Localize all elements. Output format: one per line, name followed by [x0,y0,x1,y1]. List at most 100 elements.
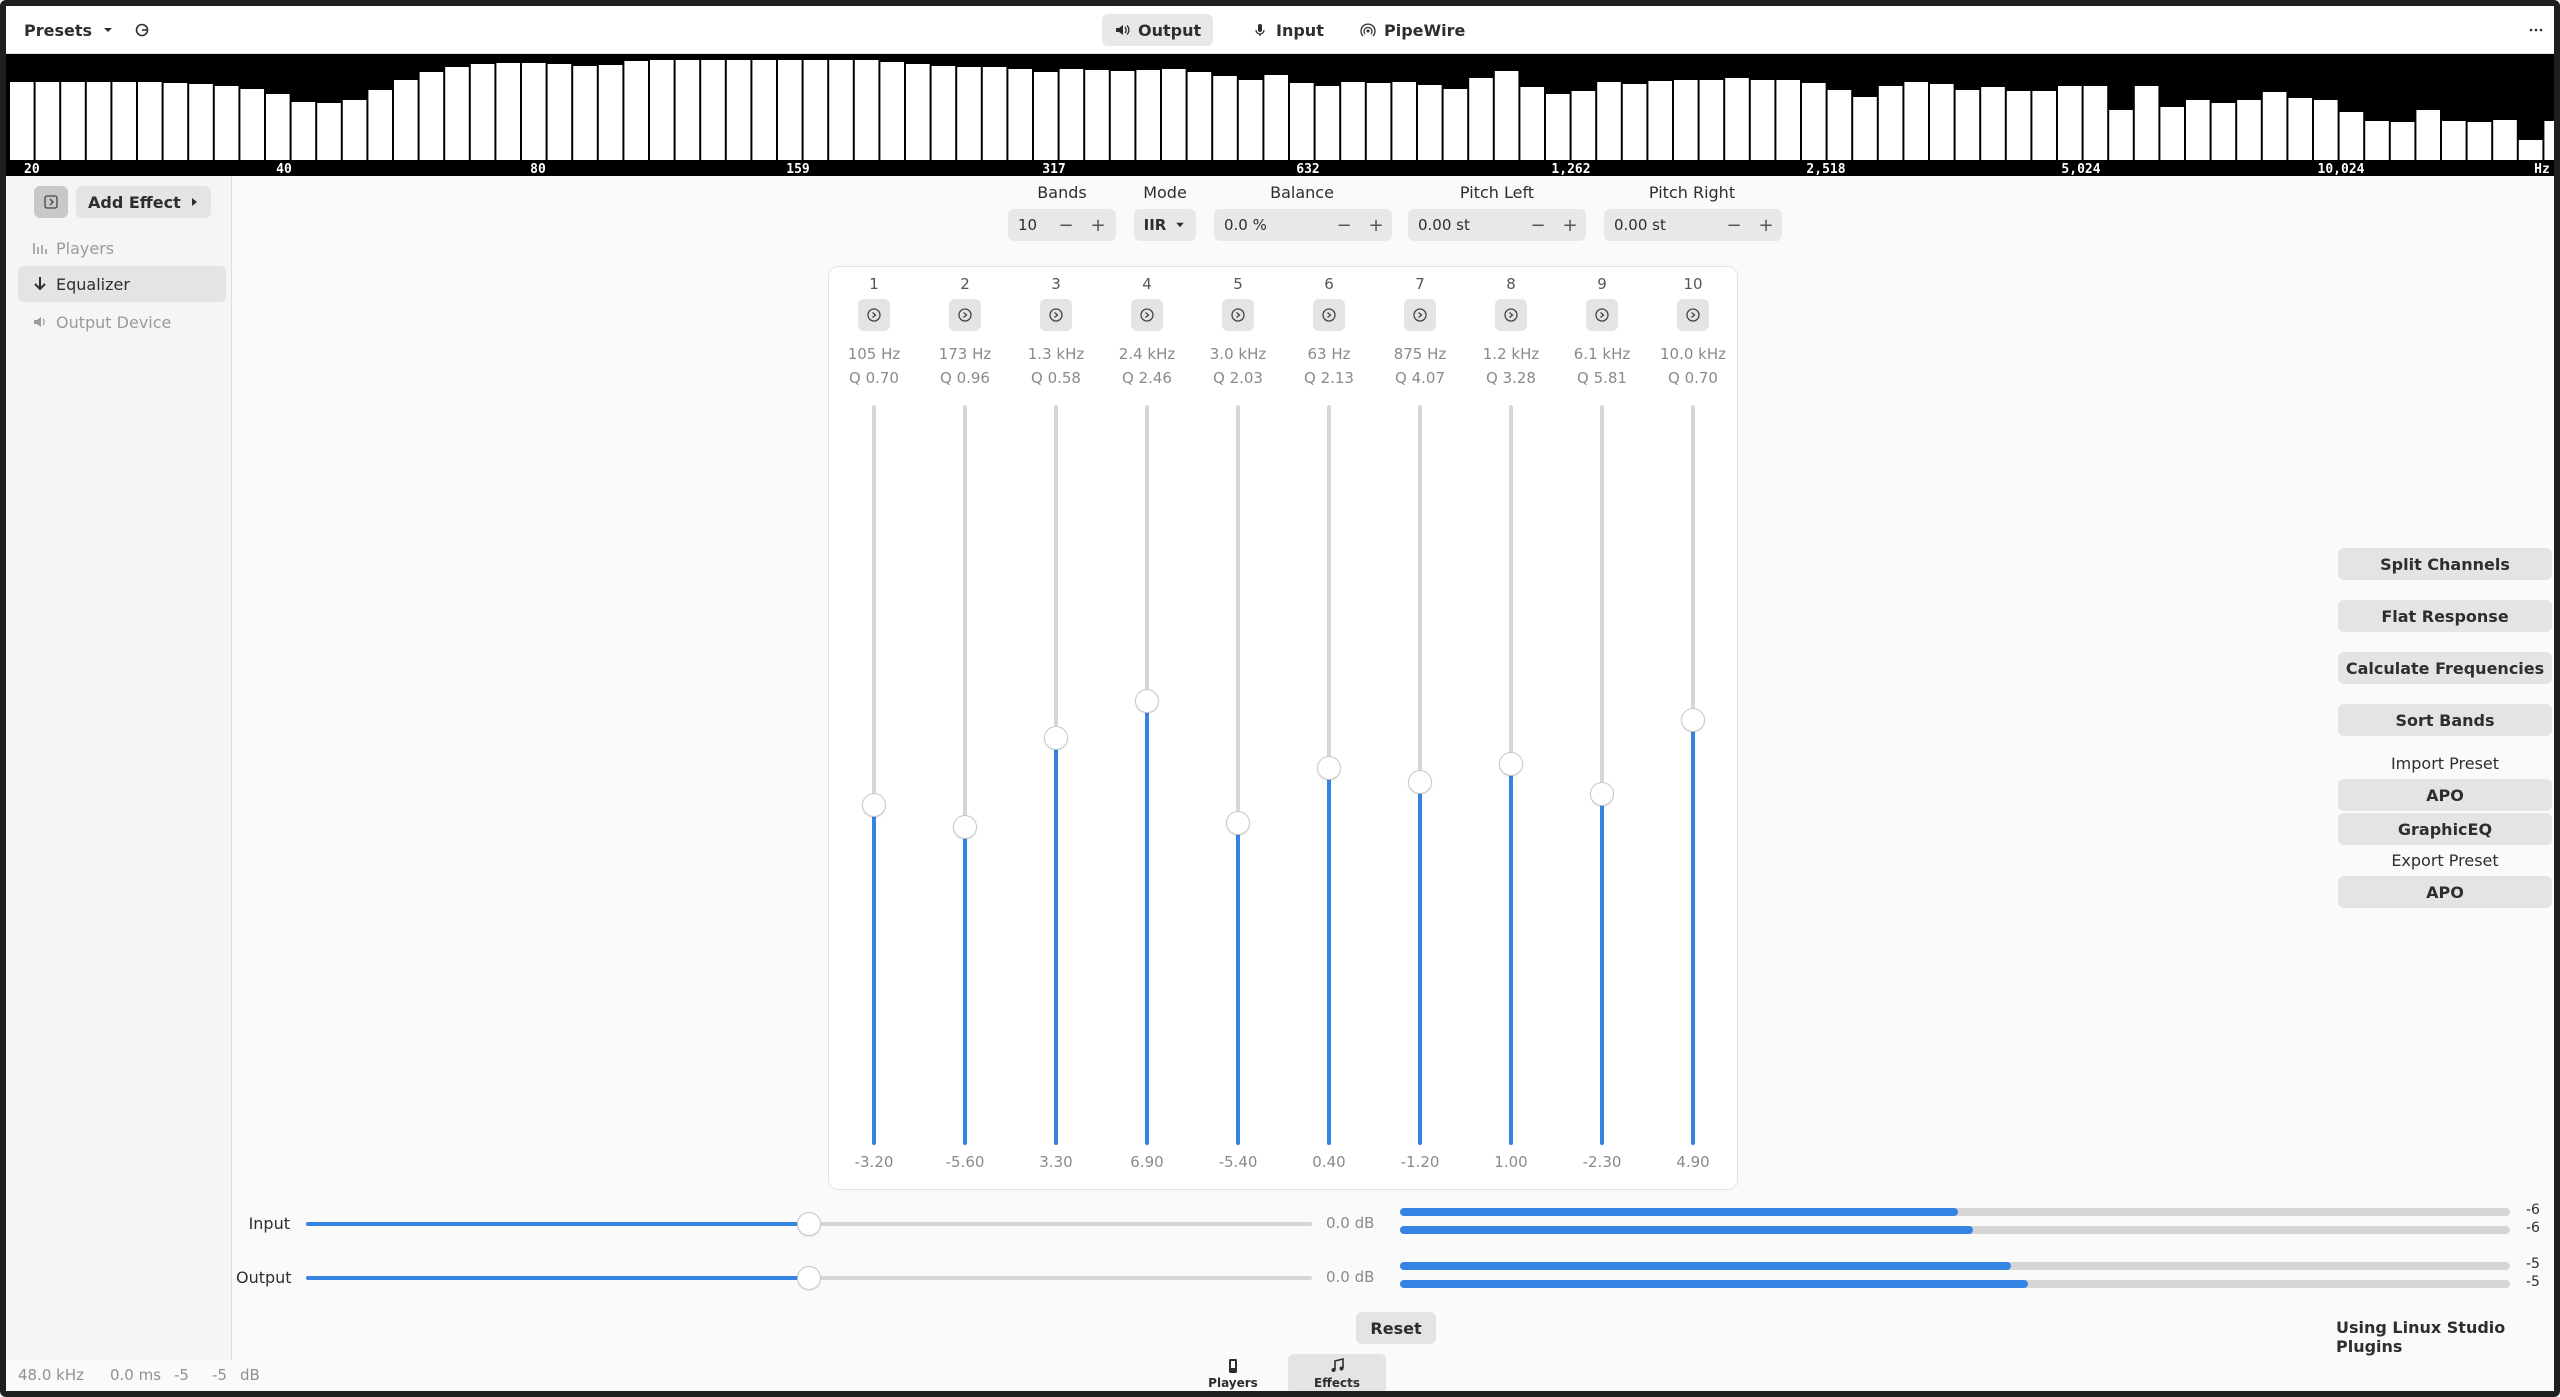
spectrum-bar [2365,121,2389,160]
spectrum-bar [906,64,930,160]
import-apo-button[interactable]: APO [2338,779,2552,811]
band-settings-button[interactable] [1313,299,1345,331]
tab-pipewire-label: PipeWire [1384,20,1466,40]
band-settings-button[interactable] [1404,299,1436,331]
band-gain-slider[interactable] [1682,405,1704,1145]
balance-decrement-button[interactable]: − [1336,214,1352,236]
spectrum-bar [2314,100,2338,160]
spectrum-bar [112,82,136,160]
spectrum-bar [138,82,162,160]
balance-spinbutton[interactable]: 0.0 % − + [1214,209,1392,241]
eq-band: 7 875 Hz Q 4.07 -1.20 [1375,267,1465,1191]
bands-increment-button[interactable]: + [1090,214,1106,236]
band-settings-button[interactable] [1222,299,1254,331]
band-menu-icon [1595,308,1609,322]
pitch-right-spinbutton[interactable]: 0.00 st − + [1604,209,1782,241]
band-gain-knob[interactable] [954,815,976,838]
bypass-button[interactable] [126,14,158,46]
band-gain-knob[interactable] [1591,782,1613,805]
input-gain-knob[interactable] [798,1213,820,1235]
spectrum-bar [1059,69,1084,160]
sort-bands-button[interactable]: Sort Bands [2338,704,2552,736]
refresh-icon [135,23,149,37]
input-gain-slider[interactable] [306,1213,1312,1235]
band-gain-knob[interactable] [1409,771,1431,794]
band-gain-slider[interactable] [1500,405,1522,1145]
spectrum-unit-label: Hz [2534,162,2550,177]
mode-dropdown[interactable]: IIR [1134,209,1196,241]
band-gain-knob[interactable] [1227,812,1249,835]
band-gain-knob[interactable] [1318,756,1340,779]
band-settings-button[interactable] [1586,299,1618,331]
pitch-right-increment-button[interactable]: + [1758,214,1774,236]
flat-response-button[interactable]: Flat Response [2338,600,2552,632]
band-gain-knob[interactable] [1500,752,1522,775]
spectrum-analyzer: 20 40 80 159 317 632 1,262 2,518 5,024 1… [6,54,2554,177]
input-gain-value: 0.0 dB [1326,1214,1375,1232]
main-menu-button[interactable] [2520,14,2552,46]
spectrum-bar [2544,121,2554,160]
export-apo-button[interactable]: APO [2338,876,2552,908]
pitch-left-spinbutton[interactable]: 0.00 st − + [1408,209,1586,241]
band-number: 1 [869,275,879,293]
pitch-left-increment-button[interactable]: + [1562,214,1578,236]
pitch-left-decrement-button[interactable]: − [1530,214,1546,236]
band-settings-button[interactable] [1040,299,1072,331]
band-gain-knob[interactable] [1682,708,1704,731]
view-effects-button[interactable]: Effects [1288,1354,1386,1391]
band-gain-slider[interactable] [1227,405,1249,1145]
band-gain-slider[interactable] [1409,405,1431,1145]
output-gain-slider[interactable] [306,1267,1312,1289]
equalizer-bands-panel: 1 105 Hz Q 0.70 -3.20 2 173 Hz Q 0.96 -5.60 3 1.3… [828,266,1738,1190]
tab-pipewire[interactable]: PipeWire [1348,14,1477,46]
spectrum-bar [2237,100,2261,160]
toggle-sidebar-button[interactable] [34,186,68,218]
band-gain-slider[interactable] [1318,405,1340,1145]
sidebar-item-players[interactable]: Players [18,230,226,266]
band-settings-button[interactable] [858,299,890,331]
balance-increment-button[interactable]: + [1368,214,1384,236]
spectrum-bar [1955,90,1980,160]
spectrum-bar [1187,72,1212,160]
spectrum-bar [829,60,853,160]
band-gain-slider[interactable] [863,405,885,1145]
band-gain-slider[interactable] [954,405,976,1145]
spectrum-bar [931,66,956,160]
band-gain-knob[interactable] [1045,727,1067,749]
band-settings-button[interactable] [949,299,981,331]
presets-menu-button[interactable]: Presets [12,14,128,46]
pitch-right-decrement-button[interactable]: − [1726,214,1742,236]
view-players-button[interactable]: Players [1184,1354,1282,1391]
band-gain-slider[interactable] [1136,405,1158,1145]
spectrum-bar [2186,100,2210,160]
sidebar-item-equalizer[interactable]: Equalizer [18,266,226,302]
spectrum-bar [1520,87,1544,160]
calculate-frequencies-button[interactable]: Calculate Frequencies [2338,652,2552,684]
import-graphiceq-button[interactable]: GraphicEQ [2338,813,2552,845]
tab-output[interactable]: Output [1102,14,1214,46]
chevron-down-icon [104,28,113,32]
speaker-icon [34,317,45,327]
split-channels-button[interactable]: Split Channels [2338,548,2552,580]
add-effect-button[interactable]: Add Effect [76,186,211,218]
output-gain-knob[interactable] [798,1267,820,1289]
bands-decrement-button[interactable]: − [1058,214,1074,236]
reset-button[interactable]: Reset [1356,1312,1436,1344]
tab-input[interactable]: Input [1240,14,1336,46]
sidebar-item-output-device[interactable]: Output Device [18,304,226,340]
band-settings-button[interactable] [1677,299,1709,331]
band-gain-slider[interactable] [1591,405,1613,1145]
band-gain-knob[interactable] [863,793,885,816]
band-number: 3 [1051,275,1061,293]
sample-rate: 48.0 kHz [18,1366,85,1384]
bands-spinbutton[interactable]: 10 − + [1008,209,1116,241]
band-gain-knob[interactable] [1136,690,1158,712]
arrow-down-icon [34,277,46,291]
band-settings-button[interactable] [1131,299,1163,331]
band-gain-fill [872,804,876,1145]
band-gain-slider[interactable] [1045,405,1067,1145]
spectrum-bar [496,63,520,160]
mode-label: Mode [1143,183,1187,202]
meter-fill [1400,1280,2029,1288]
band-settings-button[interactable] [1495,299,1527,331]
